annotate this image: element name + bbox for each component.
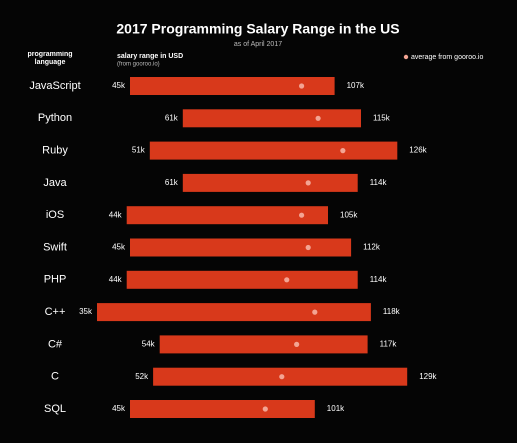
average-dot xyxy=(284,277,290,283)
category-header-box: programming language xyxy=(27,51,73,66)
average-dot xyxy=(305,244,311,251)
average-dot xyxy=(262,406,268,412)
max-label: 114k xyxy=(370,178,388,187)
average-dot xyxy=(299,212,305,218)
max-label: 115k xyxy=(373,113,391,122)
average-dot xyxy=(299,83,305,89)
category-label: Python xyxy=(38,112,72,124)
range-bar xyxy=(130,77,335,95)
min-label: 44k xyxy=(109,210,123,219)
min-label: 45k xyxy=(112,404,126,413)
range-header: salary range in USD xyxy=(117,53,183,60)
category-label: SQL xyxy=(44,403,66,415)
range-bar xyxy=(182,109,361,128)
category-label: C++ xyxy=(45,306,66,318)
range-bar xyxy=(126,270,358,289)
range-bar xyxy=(97,303,371,322)
category-label: Ruby xyxy=(42,145,68,157)
min-label: 61k xyxy=(165,178,179,187)
average-dot xyxy=(294,341,300,347)
range-bar xyxy=(182,173,358,192)
max-label: 105k xyxy=(340,210,358,219)
category-label: Java xyxy=(43,177,67,189)
max-label: 117k xyxy=(380,340,398,349)
range-bar xyxy=(126,206,328,225)
range-bar xyxy=(130,400,315,418)
category-label: Swift xyxy=(43,241,67,253)
average-dot xyxy=(312,309,318,315)
min-label: 51k xyxy=(132,146,146,155)
range-bar xyxy=(149,141,398,160)
max-label: 107k xyxy=(347,81,365,90)
min-label: 54k xyxy=(142,340,156,349)
range-bar xyxy=(130,238,352,257)
average-dot xyxy=(340,148,346,154)
legend-marker xyxy=(403,54,409,60)
max-label: 126k xyxy=(409,146,427,155)
legend-label: average from gooroo.io xyxy=(411,54,483,61)
category-label: iOS xyxy=(46,209,64,221)
min-label: 61k xyxy=(165,113,179,122)
max-label: 101k xyxy=(327,404,345,413)
average-dot xyxy=(315,115,321,121)
range-subheader: (from gooroo.io) xyxy=(117,62,160,68)
min-label: 52k xyxy=(135,372,149,381)
max-label: 112k xyxy=(363,243,381,252)
min-label: 45k xyxy=(112,243,126,252)
category-label: C xyxy=(51,371,59,383)
min-label: 44k xyxy=(109,275,123,284)
max-label: 129k xyxy=(419,372,437,381)
chart-subtitle: as of April 2017 xyxy=(234,41,282,48)
max-label: 118k xyxy=(383,307,401,316)
category-label: JavaScript xyxy=(29,80,80,92)
category-label: PHP xyxy=(44,274,67,286)
min-label: 35k xyxy=(79,307,93,316)
chart-title: 2017 Programming Salary Range in the US xyxy=(116,21,399,37)
category-header: programming language xyxy=(27,51,73,66)
min-label: 45k xyxy=(112,81,126,90)
range-bar xyxy=(159,335,368,354)
average-dot xyxy=(305,180,311,186)
category-label: C# xyxy=(48,338,63,350)
average-dot xyxy=(279,374,285,380)
max-label: 114k xyxy=(370,275,388,284)
